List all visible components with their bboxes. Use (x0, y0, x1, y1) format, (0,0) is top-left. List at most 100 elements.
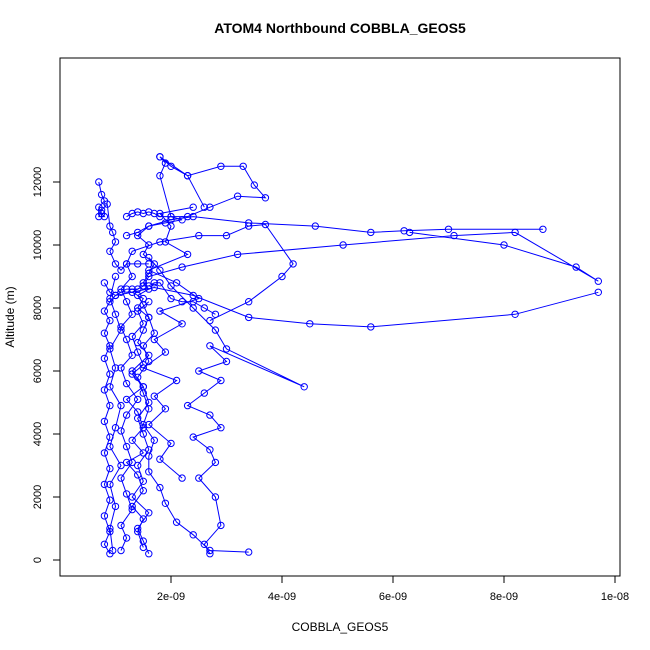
data-point (145, 468, 153, 476)
data-point (122, 212, 131, 221)
data-point (128, 209, 136, 218)
data-point (150, 209, 159, 218)
data-point (145, 446, 153, 454)
data-point (106, 370, 114, 378)
data-point (100, 480, 109, 489)
data-point (139, 250, 148, 259)
series (139, 203, 203, 482)
data-point (117, 326, 125, 334)
data-point (217, 376, 225, 385)
data-point (139, 320, 148, 328)
x-tick-label: 2e-09 (157, 591, 185, 603)
series (122, 298, 153, 552)
data-point (500, 241, 508, 249)
data-point (367, 323, 375, 331)
data-point (200, 540, 209, 548)
data-point (106, 383, 114, 391)
series (128, 228, 602, 558)
y-tick-label: 10000 (32, 230, 44, 261)
data-point (139, 282, 148, 290)
data-point (134, 285, 142, 293)
data-point (178, 320, 186, 328)
x-tick-label: 6e-09 (379, 591, 407, 603)
series-line (142, 206, 200, 479)
data-point (122, 411, 131, 419)
series-line (126, 211, 183, 237)
data-point (100, 449, 109, 457)
data-point (100, 512, 109, 520)
data-point (95, 178, 103, 186)
series (100, 283, 602, 558)
data-point (111, 310, 120, 318)
data-point (200, 203, 209, 211)
series-line (109, 276, 122, 551)
data-point (311, 222, 319, 230)
data-point (134, 348, 142, 356)
data-point (161, 405, 170, 413)
data-point (217, 424, 225, 432)
y-tick-label: 6000 (32, 359, 44, 383)
y-tick-label: 0 (32, 557, 44, 563)
data-point (183, 212, 192, 221)
data-point (100, 354, 109, 363)
data-point (145, 398, 153, 407)
data-point (134, 408, 142, 416)
data-point (103, 200, 111, 208)
data-point (139, 515, 148, 523)
data-point (111, 238, 120, 246)
data-point (117, 288, 125, 296)
x-axis: 2e-09 4e-09 6e-09 8e-09 1e-08 (157, 575, 629, 603)
data-point (339, 241, 347, 249)
data-point (183, 401, 192, 410)
data-point (222, 345, 231, 353)
series (134, 212, 547, 556)
data-point (106, 294, 114, 303)
data-point (150, 260, 159, 268)
data-point (122, 379, 131, 388)
data-point (211, 310, 220, 318)
data-point (444, 225, 453, 234)
data-point (161, 348, 170, 356)
data-point (178, 474, 186, 482)
plot-area (95, 153, 602, 558)
data-point (222, 357, 231, 366)
data-point (161, 219, 170, 227)
data-point (145, 222, 153, 230)
data-point (156, 266, 164, 274)
data-point (211, 458, 220, 467)
data-point (117, 521, 125, 530)
data-point (572, 263, 580, 271)
data-point (206, 316, 214, 325)
data-point (156, 455, 164, 463)
data-point (167, 282, 175, 290)
data-point (167, 212, 175, 221)
data-point (189, 433, 197, 441)
data-point (245, 222, 253, 230)
data-point (100, 212, 109, 221)
data-point (206, 411, 214, 419)
data-point (97, 206, 106, 215)
data-point (367, 228, 375, 237)
data-point (106, 480, 114, 489)
data-point (156, 238, 164, 246)
data-point (95, 212, 103, 221)
data-point (245, 548, 253, 556)
series-line (98, 181, 149, 271)
data-point (195, 367, 203, 375)
series (122, 208, 186, 240)
data-point (134, 395, 142, 404)
series-line (136, 216, 543, 553)
y-tick-label: 12000 (32, 167, 44, 198)
data-point (106, 524, 114, 533)
data-point (122, 298, 131, 306)
data-point (100, 329, 109, 337)
data-point (111, 502, 120, 511)
data-point (239, 162, 247, 171)
data-point (145, 550, 153, 558)
data-point (139, 424, 148, 432)
data-point (111, 272, 120, 281)
data-point (206, 550, 214, 558)
data-point (128, 247, 136, 256)
series (95, 178, 153, 274)
data-point (450, 231, 458, 240)
